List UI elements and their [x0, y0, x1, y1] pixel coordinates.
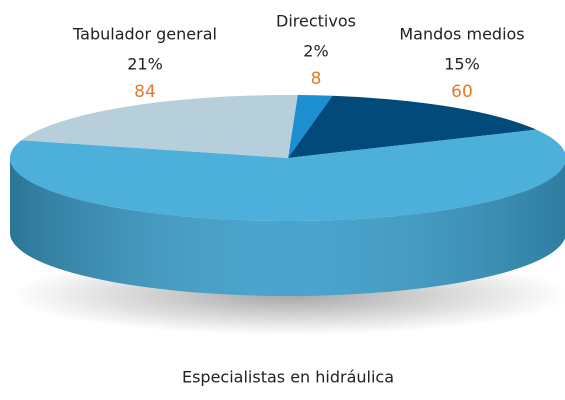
slice-percent: 15% [444, 55, 480, 74]
slice-label: Directivos [276, 12, 356, 31]
pie-slice [10, 129, 565, 221]
slice-label: Mandos medios [399, 25, 524, 44]
slice-count: 60 [451, 82, 473, 102]
slice-label: Especialistas en hidráulica [182, 368, 394, 387]
slice-percent: 21% [127, 55, 163, 74]
slice-label: Tabulador general [72, 25, 217, 44]
slice-percent: 2% [303, 42, 328, 61]
slice-percent: 62% [270, 398, 306, 400]
pie-side-shade [10, 158, 565, 296]
slice-count: 84 [134, 82, 156, 102]
pie-slice [21, 95, 298, 158]
pie-slice [288, 95, 333, 158]
pie-slice [288, 95, 537, 158]
slice-count: 8 [311, 69, 322, 89]
